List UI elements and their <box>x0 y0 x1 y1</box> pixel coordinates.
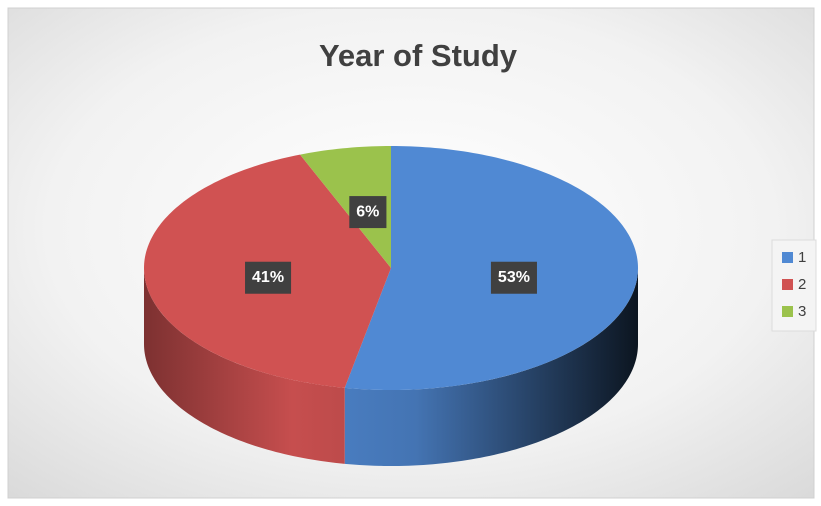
plot-area: 53% 41% 6% <box>144 146 638 466</box>
chart-title: Year of Study <box>319 38 518 73</box>
data-label: 6% <box>356 203 379 220</box>
pie-slice-side <box>144 268 345 464</box>
data-label-box <box>490 261 537 294</box>
data-label: 53% <box>498 269 530 286</box>
data-label-box <box>245 261 292 294</box>
legend-swatch <box>782 279 793 290</box>
legend-box <box>771 239 817 332</box>
legend-label: 1 <box>798 249 806 266</box>
data-label: 41% <box>252 269 284 286</box>
legend: 1 2 3 <box>771 239 817 332</box>
data-label-box <box>349 196 387 229</box>
legend-label: 2 <box>798 276 806 293</box>
legend-swatch <box>782 306 793 317</box>
legend-label: 3 <box>798 303 806 320</box>
pie-slice-side <box>344 268 638 466</box>
pie-slice <box>300 146 391 268</box>
legend-swatch <box>782 252 793 263</box>
